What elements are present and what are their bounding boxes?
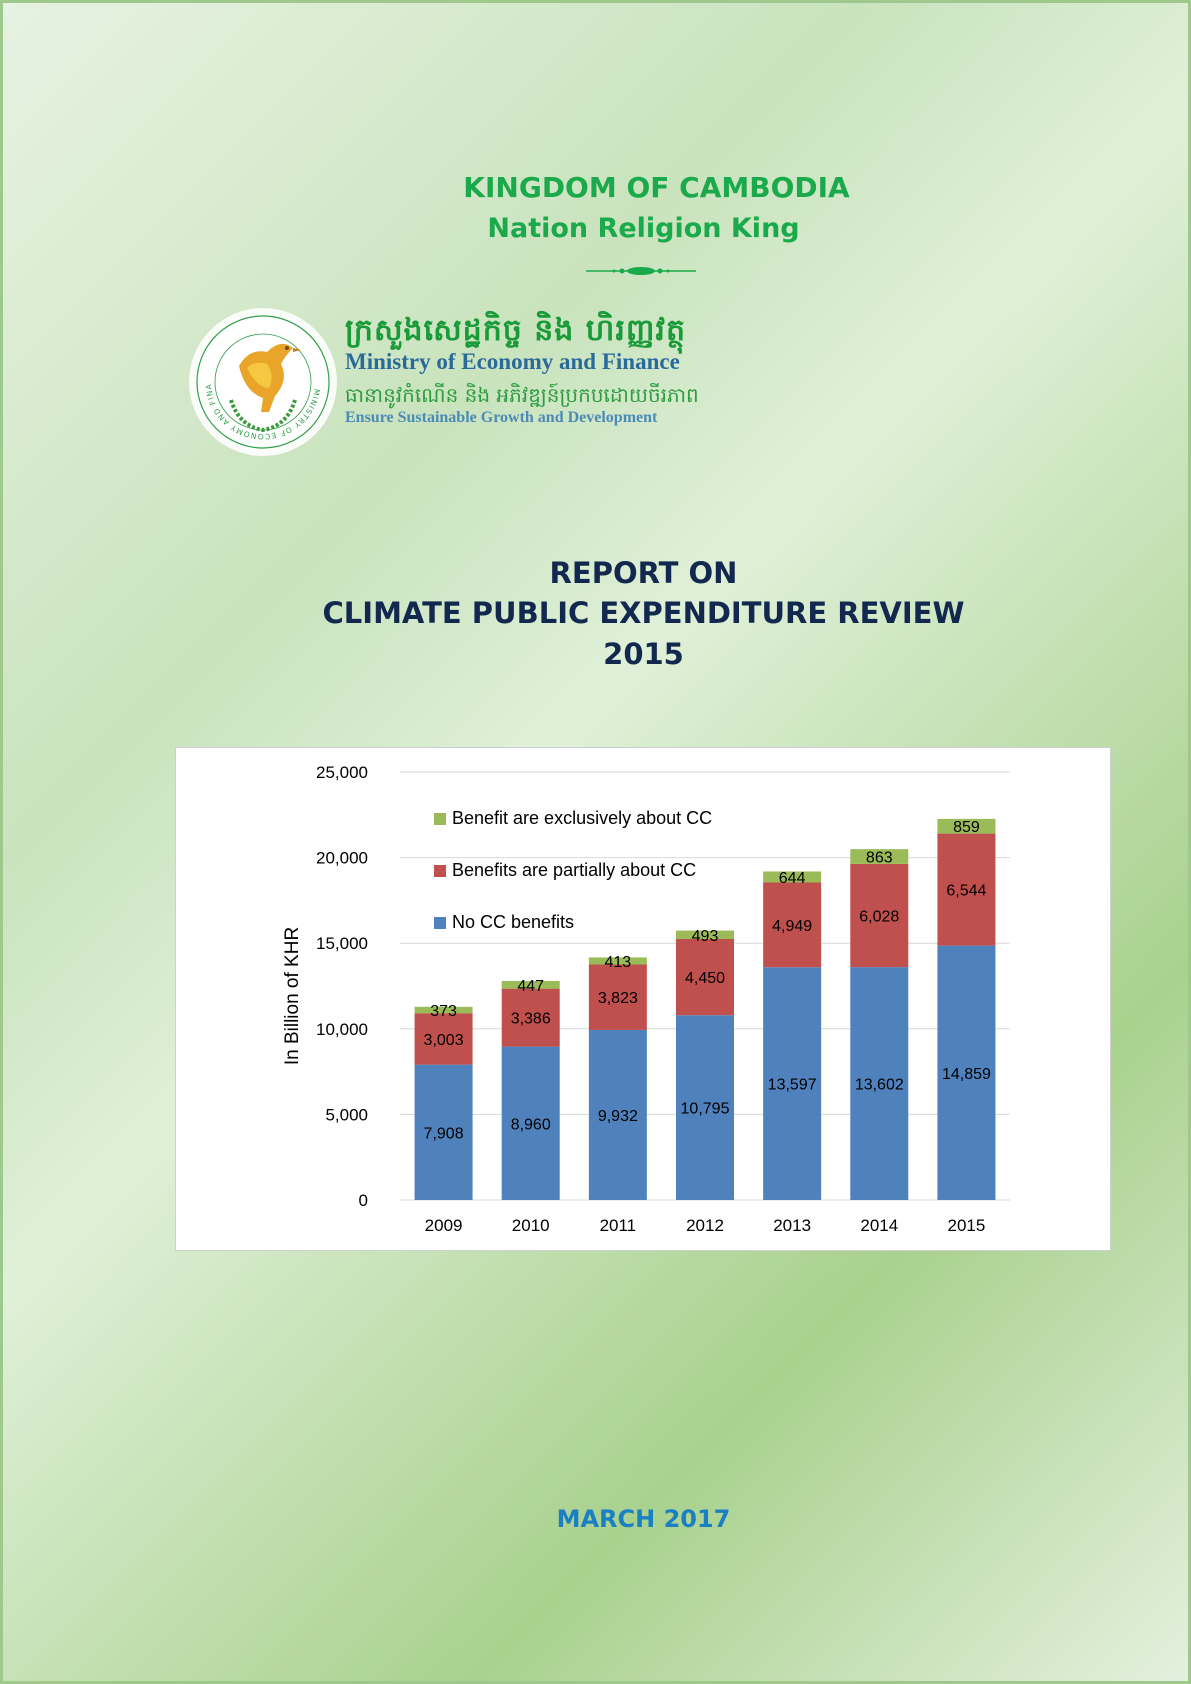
- y-tick-label: 25,000: [316, 763, 368, 782]
- ornament-divider: [586, 267, 696, 275]
- data-label: 859: [953, 819, 980, 836]
- bar-segment: [850, 967, 909, 1200]
- x-tick-label: 2013: [773, 1216, 811, 1235]
- bar-segment: [501, 1046, 560, 1200]
- ministry-slogan-english: Ensure Sustainable Growth and Developmen…: [345, 409, 658, 426]
- bar-segment: [937, 945, 996, 1200]
- bar-segment: [501, 988, 560, 1047]
- bar-segment: [850, 849, 909, 864]
- x-tick-label: 2010: [512, 1216, 550, 1235]
- ministry-slogan-khmer: ធានានូវកំណើន និង អភិវឌ្ឍន៍ប្រកបដោយចីរភាព: [345, 383, 699, 407]
- y-tick-label: 20,000: [316, 849, 368, 868]
- ministry-name-khmer: ក្រសួងសេដ្ឋកិច្ច និង ហិរញ្ញវត្ថុ: [345, 313, 686, 348]
- data-label: 9,932: [598, 1108, 638, 1125]
- data-label: 3,823: [598, 990, 638, 1007]
- x-tick-label: 2012: [686, 1216, 724, 1235]
- national-motto: Nation Religion King: [487, 213, 800, 244]
- y-tick-label: 5,000: [325, 1105, 368, 1124]
- report-title-year: 2015: [603, 637, 684, 671]
- data-label: 8,960: [511, 1116, 551, 1133]
- data-label: 13,602: [855, 1077, 904, 1094]
- y-tick-label: 0: [359, 1191, 368, 1210]
- data-label: 6,028: [859, 909, 899, 926]
- data-label: 644: [779, 870, 806, 887]
- bar-segment: [588, 1029, 647, 1200]
- data-label: 447: [517, 978, 544, 995]
- y-axis-label: In Billion of KHR: [282, 927, 303, 1065]
- data-label: 3,003: [424, 1032, 464, 1049]
- bar-segment: [937, 833, 996, 946]
- x-tick-label: 2009: [425, 1216, 463, 1235]
- bar-segment: [676, 930, 734, 940]
- y-tick-label: 15,000: [316, 934, 368, 953]
- bar-segment: [414, 1013, 473, 1065]
- bar-segment: [588, 957, 647, 965]
- x-tick-label: 2014: [860, 1216, 898, 1235]
- ministry-seal-logo: MINISTRY OF ECONOMY AND FINANCE: [186, 301, 337, 456]
- report-title-line-1: REPORT ON: [549, 556, 738, 590]
- x-tick-label: 2011: [600, 1216, 637, 1235]
- y-tick-label: 10,000: [316, 1020, 368, 1039]
- stacked-bar-chart: 0 5,000 10,000 15,000 20,000 25,000 In Billion…: [282, 763, 1010, 1235]
- country-title: KINGDOM OF CAMBODIA: [463, 171, 850, 204]
- publication-date: MARCH 2017: [556, 1505, 731, 1533]
- ministry-banner: ក្រសួងសេដ្ឋកិច្ច និង ហិរញ្ញវត្ថុ Ministr…: [345, 311, 699, 427]
- legend-swatch: [434, 865, 446, 877]
- x-tick-label: 2015: [948, 1216, 986, 1235]
- legend-label: No CC benefits: [452, 912, 574, 932]
- bar-segment: [501, 980, 560, 989]
- bar-segment: [676, 1015, 734, 1200]
- data-label: 3,386: [511, 1011, 551, 1028]
- bar-segment: [676, 939, 734, 1016]
- data-label: 7,908: [424, 1125, 464, 1142]
- expenditure-chart: 0 5,000 10,000 15,000 20,000 25,000 In Billion…: [175, 747, 1111, 1251]
- bar-segment: [588, 964, 647, 1030]
- legend-swatch: [434, 813, 446, 825]
- report-title-line-2: CLIMATE PUBLIC EXPENDITURE REVIEW: [322, 596, 965, 630]
- bar-segment: [414, 1064, 473, 1200]
- data-label: 413: [605, 954, 632, 971]
- bar-segment: [414, 1006, 473, 1014]
- bar-segment: [763, 871, 822, 883]
- bar-segment: [850, 863, 909, 968]
- bar-segment: [763, 882, 822, 968]
- data-label: 373: [430, 1003, 457, 1020]
- data-label: 14,859: [942, 1066, 991, 1083]
- data-label: 13,597: [768, 1077, 817, 1094]
- data-label: 4,450: [685, 970, 725, 987]
- data-label: 6,544: [946, 883, 986, 900]
- data-label: 863: [866, 850, 893, 867]
- data-label: 4,949: [772, 918, 812, 935]
- legend-swatch: [434, 917, 446, 929]
- legend-label: Benefits are partially about CC: [452, 860, 696, 880]
- ministry-name-english: Ministry of Economy and Finance: [345, 349, 680, 374]
- legend-label: Benefit are exclusively about CC: [452, 808, 712, 828]
- data-label: 493: [692, 928, 719, 945]
- bar-segment: [937, 818, 996, 834]
- bar-segment: [763, 967, 822, 1200]
- data-label: 10,795: [681, 1101, 730, 1118]
